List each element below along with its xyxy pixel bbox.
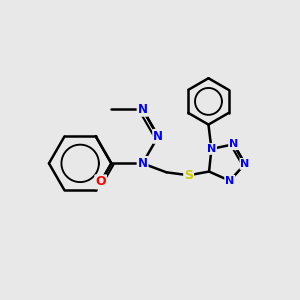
Text: N: N [153,130,163,143]
Text: N: N [138,103,148,116]
Text: N: N [229,139,238,149]
Text: N: N [225,176,234,186]
Text: N: N [240,159,250,169]
Text: O: O [95,176,106,188]
Text: S: S [184,169,193,182]
Text: N: N [207,144,216,154]
Text: N: N [138,157,148,170]
